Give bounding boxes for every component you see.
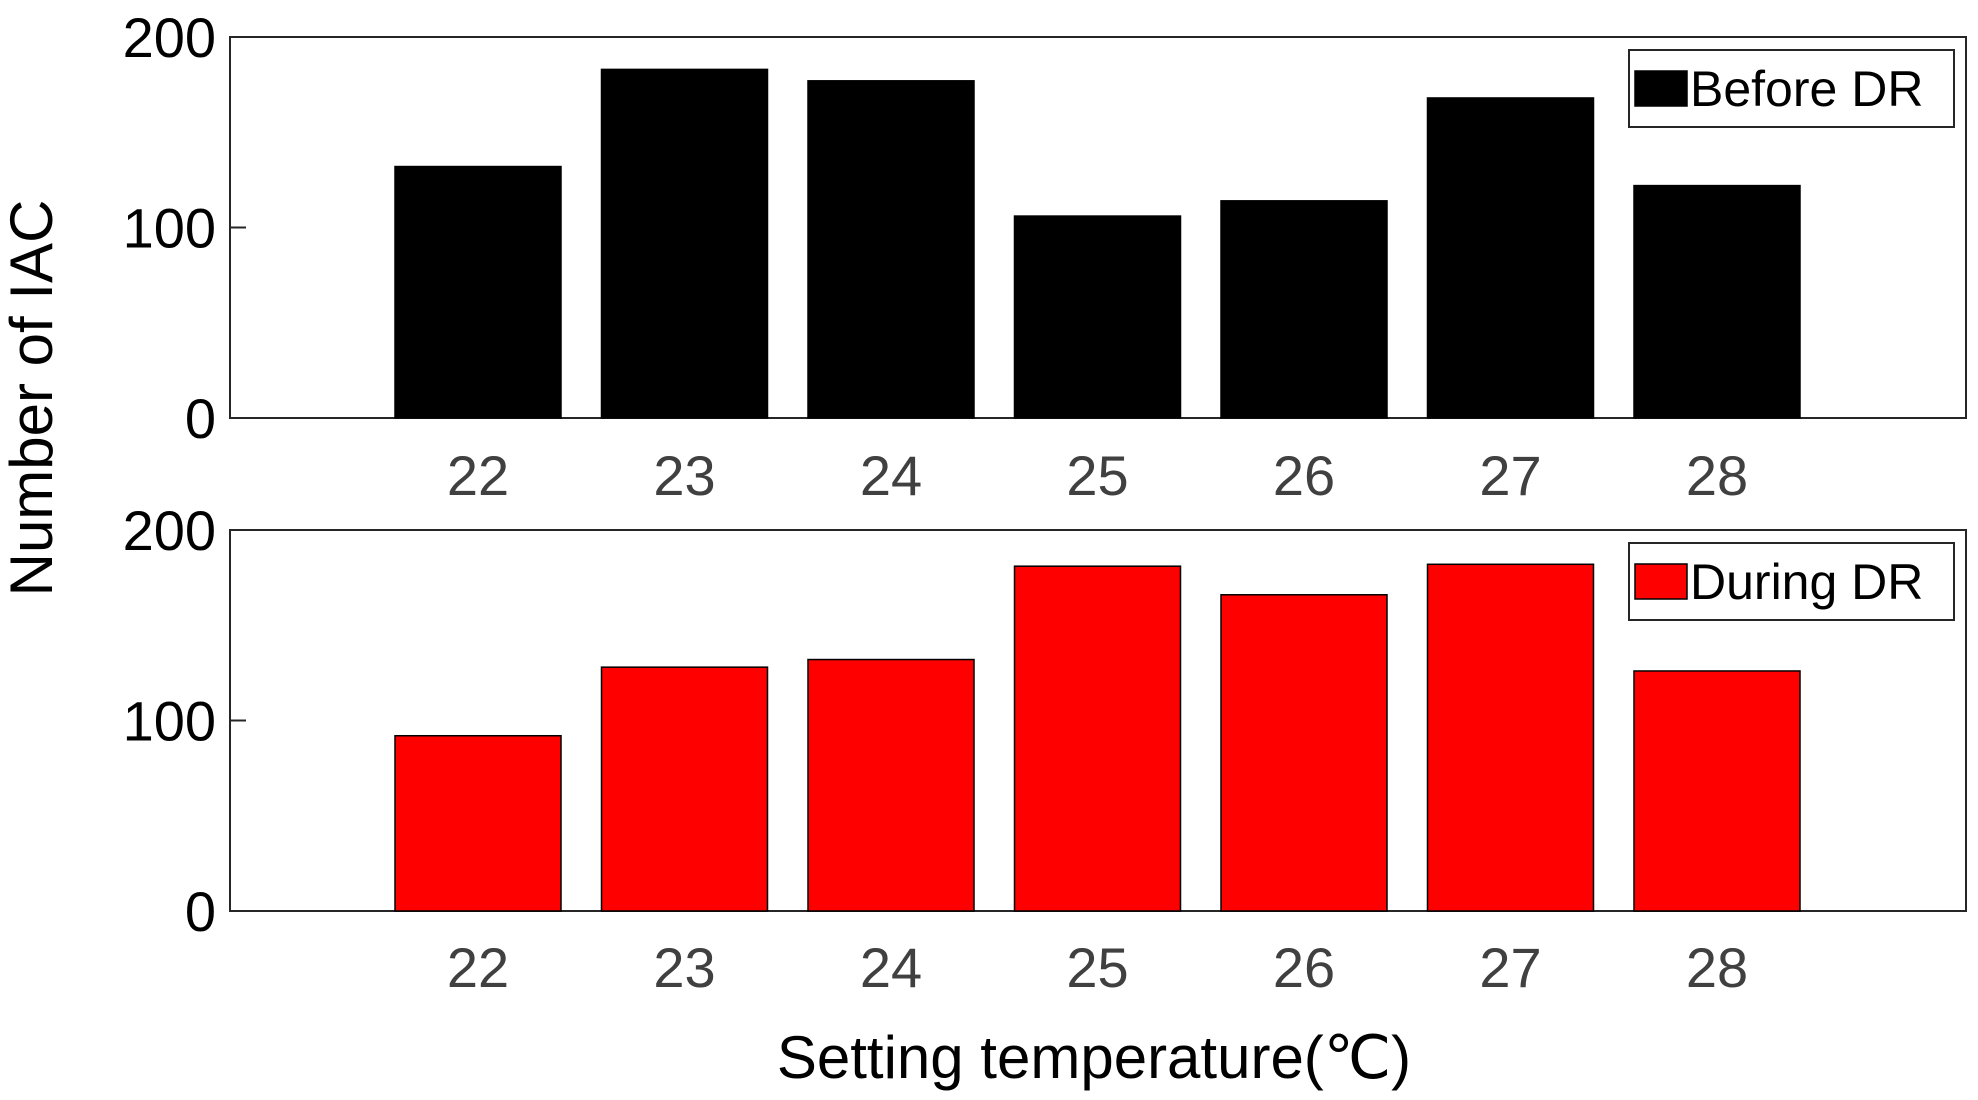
x-tick-label: 22	[447, 444, 509, 507]
bar-25	[1013, 565, 1182, 912]
bar-25	[1013, 215, 1182, 419]
legend-swatch	[1634, 563, 1688, 600]
y-tick-label: 100	[123, 690, 216, 753]
x-tick-label: 25	[1066, 444, 1128, 507]
legend-label: Before DR	[1690, 61, 1923, 117]
bar-27	[1426, 97, 1595, 419]
bar-22	[394, 734, 562, 912]
x-tick-label: 24	[860, 936, 922, 999]
y-tick-label: 100	[123, 197, 216, 260]
bar-28	[1633, 670, 1801, 912]
bar-26	[1220, 200, 1388, 419]
x-tick-label: 27	[1479, 936, 1541, 999]
bar-27	[1426, 563, 1595, 912]
bar-26	[1220, 594, 1388, 912]
bar-22	[394, 165, 562, 419]
legend: Before DR	[1628, 49, 1955, 128]
x-tick-label: 24	[860, 444, 922, 507]
y-tick-label: 0	[185, 880, 216, 943]
x-tick-label: 27	[1479, 444, 1541, 507]
x-tick-label: 22	[447, 936, 509, 999]
x-tick-label: 28	[1686, 444, 1748, 507]
x-tick-label: 26	[1273, 936, 1335, 999]
panel-1: 0 100 200 22 23 24 25 26 27 28 Before DR	[123, 6, 1967, 507]
y-tick-label: 200	[123, 6, 216, 69]
panel-2: 0 100 200 22 23 24 25 26 27 28 During DR	[123, 499, 1967, 999]
chart-panels: 0 100 200 22 23 24 25 26 27 28 Before DR 0 100 200 22 2…	[123, 6, 1967, 999]
x-tick-label: 23	[653, 936, 715, 999]
y-tick-label: 0	[185, 387, 216, 450]
legend-label: During DR	[1690, 554, 1923, 610]
bar-24	[807, 80, 975, 419]
bar-24	[807, 658, 975, 912]
y-axis-label: Number of IAC	[0, 200, 65, 597]
x-axis-label: Setting temperature(℃)	[777, 1024, 1411, 1091]
x-tick-label: 26	[1273, 444, 1335, 507]
bar-23	[600, 666, 769, 912]
x-tick-label: 25	[1066, 936, 1128, 999]
y-tick-label: 200	[123, 499, 216, 562]
bar-23	[600, 68, 769, 419]
x-tick-label: 23	[653, 444, 715, 507]
legend: During DR	[1628, 542, 1955, 621]
legend-swatch	[1634, 70, 1688, 107]
x-tick-label: 28	[1686, 936, 1748, 999]
bar-28	[1633, 184, 1801, 419]
